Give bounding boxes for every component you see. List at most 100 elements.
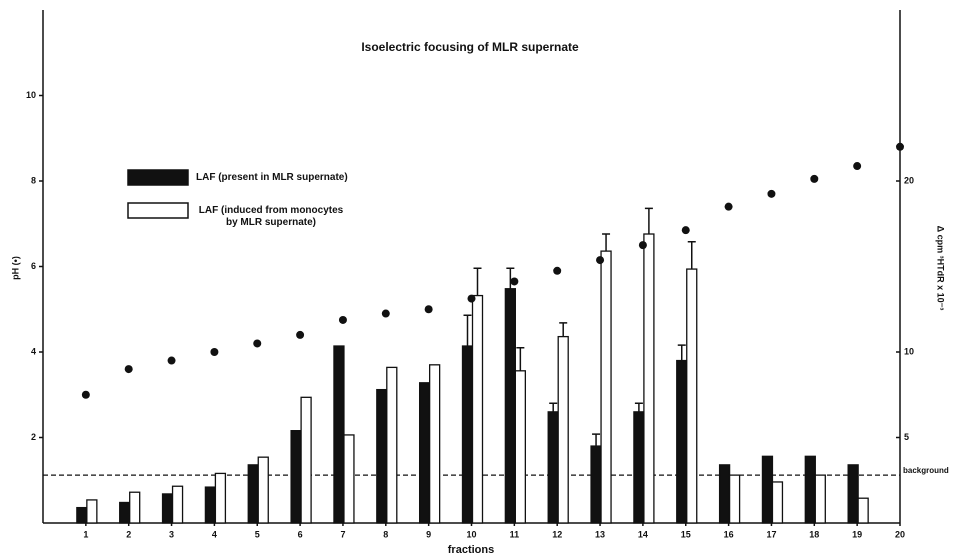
bar <box>471 294 484 524</box>
bar <box>161 493 174 524</box>
x-tick-label: 14 <box>638 529 648 539</box>
bar <box>590 445 602 524</box>
bar <box>76 506 88 524</box>
x-tick-label: 19 <box>852 529 862 539</box>
x-tick-label: 11 <box>510 529 520 539</box>
x-tick-label: 2 <box>126 529 131 539</box>
bar <box>257 456 269 524</box>
ph-point <box>81 390 90 399</box>
bar <box>461 345 474 524</box>
x-axis-label: fractions <box>448 544 494 556</box>
bar <box>504 288 517 524</box>
bar <box>418 382 431 524</box>
error-bar <box>677 344 686 361</box>
bar <box>600 250 612 524</box>
bar <box>814 474 826 524</box>
error-bar <box>463 314 472 347</box>
bar <box>633 411 645 524</box>
chart-title: Isoelectric focusing of MLR supernate <box>361 40 579 54</box>
bar <box>376 388 388 524</box>
x-tick-label: 1 <box>83 529 88 539</box>
x-tick-label: 12 <box>552 529 562 539</box>
y-tick-label: 4 <box>31 346 36 356</box>
ph-point <box>638 241 647 250</box>
ph-point <box>596 256 605 265</box>
bar <box>171 485 184 524</box>
x-tick-label: 6 <box>298 529 303 539</box>
y-tick-label: 6 <box>31 261 36 271</box>
x-tick-label: 7 <box>340 529 345 539</box>
x-tick-label: 17 <box>766 529 776 539</box>
ph-point <box>296 330 305 339</box>
ph-point <box>810 174 819 183</box>
bar <box>804 455 816 524</box>
error-bar <box>602 233 611 252</box>
bar <box>290 430 302 524</box>
x-tick-label: 16 <box>724 529 734 539</box>
error-bar <box>549 402 558 412</box>
error-bar <box>644 207 653 235</box>
bar <box>514 370 526 524</box>
ph-point <box>510 277 519 286</box>
bar <box>761 455 774 524</box>
bar <box>686 268 698 524</box>
ph-point <box>553 266 562 275</box>
y2-axis-label: Δ cpm ³HTdR x 10⁻³ <box>936 226 946 311</box>
bar <box>119 501 131 524</box>
x-tick-label: 10 <box>466 529 476 539</box>
ph-point <box>381 309 390 318</box>
bar <box>428 364 441 524</box>
legend-swatch <box>127 169 189 186</box>
x-tick-label: 3 <box>169 529 174 539</box>
bar <box>643 233 655 524</box>
bar <box>857 497 869 524</box>
bar <box>204 486 217 524</box>
ph-point <box>896 142 904 151</box>
bar <box>718 464 731 524</box>
ph-point <box>467 294 476 303</box>
ph-point <box>253 339 262 348</box>
y2-tick-label: 20 <box>904 175 914 185</box>
error-bar <box>506 267 515 289</box>
error-bar <box>559 322 568 337</box>
y-tick-label: 10 <box>26 90 36 100</box>
x-tick-label: 18 <box>809 529 819 539</box>
bar <box>333 345 345 524</box>
error-bar <box>687 240 696 270</box>
bar <box>214 472 227 524</box>
bar <box>547 411 559 524</box>
y-tick-label: 2 <box>31 432 36 442</box>
x-tick-label: 9 <box>426 529 431 539</box>
bar <box>343 434 355 524</box>
ph-point <box>853 162 862 171</box>
bar <box>300 396 312 524</box>
legend-swatch <box>127 202 189 219</box>
y-axis-label: pH (•) <box>10 256 20 280</box>
error-bar <box>516 346 525 371</box>
error-bar <box>634 402 643 412</box>
legend-label: LAF (induced from monocytes by MLR super… <box>198 205 344 228</box>
ph-point <box>767 189 776 198</box>
ph-point <box>724 202 733 211</box>
error-bar <box>473 267 482 296</box>
y-tick-label: 8 <box>31 175 36 185</box>
bar <box>771 481 784 524</box>
reference-label: background <box>903 466 949 475</box>
bar <box>557 335 569 524</box>
ph-point <box>338 315 347 324</box>
y2-tick-label: 5 <box>904 432 909 442</box>
x-tick-label: 13 <box>595 529 605 539</box>
bar <box>676 359 688 524</box>
ph-point <box>424 305 433 314</box>
bar <box>728 474 741 524</box>
bar <box>386 366 398 524</box>
x-tick-label: 5 <box>255 529 260 539</box>
y2-tick-label: 10 <box>904 346 914 356</box>
bar <box>847 464 859 524</box>
ph-point <box>210 348 219 356</box>
ph-point <box>681 226 690 235</box>
x-tick-label: 4 <box>212 529 217 539</box>
ph-point <box>167 356 176 365</box>
